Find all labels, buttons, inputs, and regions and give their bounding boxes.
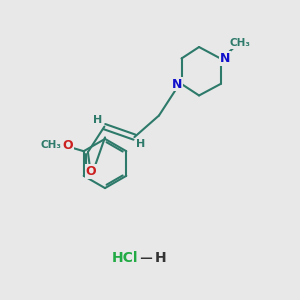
Text: CH₃: CH₃: [41, 140, 62, 150]
Text: HCl: HCl: [111, 251, 138, 265]
Text: O: O: [63, 139, 74, 152]
Text: −: −: [138, 250, 153, 268]
Text: H: H: [93, 115, 102, 125]
Text: N: N: [220, 52, 230, 65]
Text: CH₃: CH₃: [230, 38, 250, 49]
Text: O: O: [85, 165, 96, 178]
Text: N: N: [172, 77, 182, 91]
Text: H: H: [155, 251, 166, 265]
Text: H: H: [136, 139, 146, 149]
